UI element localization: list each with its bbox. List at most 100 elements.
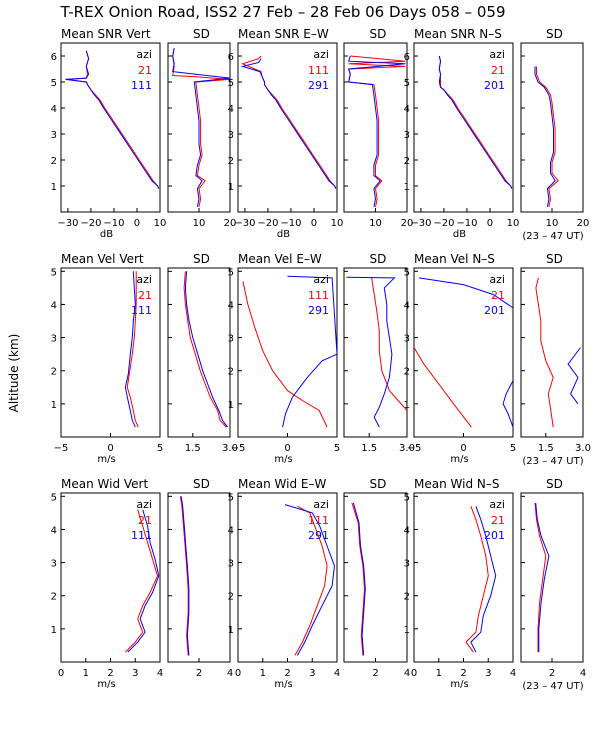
x-tick-label: 4 <box>334 668 340 679</box>
y-tick-label: 1 <box>404 182 410 193</box>
y-tick-label: 5 <box>228 78 234 89</box>
panel-frame <box>167 267 231 438</box>
x-tick-label: 3 <box>485 668 491 679</box>
series-line-111 <box>180 496 190 656</box>
panel-title: SD <box>370 477 387 491</box>
panel-frame <box>413 42 514 213</box>
legend-azi-label: azi <box>136 498 152 511</box>
legend-azi-entry: 21 <box>138 289 152 302</box>
series-line-111 <box>124 271 136 428</box>
series-line-111 <box>242 281 328 428</box>
legend-azi-label: azi <box>313 498 329 511</box>
x-axis-label: dB <box>453 229 466 240</box>
series-line-21 <box>536 66 559 207</box>
series-line-111 <box>348 55 406 207</box>
panel-title: SD <box>546 252 563 266</box>
x-tick-label: 0 <box>411 668 417 679</box>
x-tick-label: −20 <box>433 218 454 229</box>
panel-1-5: SD 1.5 3.0 <box>520 252 591 454</box>
y-tick-label: 5 <box>51 78 57 89</box>
y-tick-label: 2 <box>51 592 57 603</box>
legend-azi-entry: 111 <box>308 514 329 527</box>
y-tick-label: 2 <box>51 156 57 167</box>
x-tick-label: 0 <box>58 668 64 679</box>
legend-azi-entry: 111 <box>131 304 152 317</box>
y-axis-label: Altitude (km) <box>7 334 21 413</box>
panel-title: SD <box>370 252 387 266</box>
x-tick-label: −30 <box>234 218 255 229</box>
series-line-201 <box>502 380 513 428</box>
y-tick-label: 3 <box>404 559 410 570</box>
panel-frame <box>520 267 584 438</box>
series-line-21 <box>179 496 189 656</box>
series-line-111 <box>65 50 160 189</box>
y-tick-label: 5 <box>51 492 57 503</box>
panel-2-1: SD 2 4 <box>167 477 233 679</box>
y-tick-label: 3 <box>228 334 234 345</box>
x-tick-label: 2 <box>372 668 378 679</box>
x-tick-label: 0 <box>460 443 466 454</box>
x-tick-label: 0 <box>284 443 290 454</box>
x-tick-label: 2 <box>549 668 555 679</box>
x-tick-label: −30 <box>410 218 431 229</box>
x-axis-label: dB <box>277 229 290 240</box>
x-tick-label: 0 <box>311 218 317 229</box>
x-tick-label: 3 <box>309 668 315 679</box>
x-tick-label: 1.5 <box>361 443 377 454</box>
panel-frame <box>520 492 584 663</box>
panel-2-0: Mean Wid Vert 1 2 3 4 5 0 1 2 3 4 m/s azi 21 111 <box>51 477 164 690</box>
series-line-21 <box>125 509 159 653</box>
legend-azi-entry: 111 <box>308 289 329 302</box>
legend-azi-entry: 21 <box>491 64 505 77</box>
series-line-21 <box>126 271 139 428</box>
legend-azi-entry: 21 <box>491 514 505 527</box>
legend-azi-entry: 201 <box>484 304 505 317</box>
y-tick-label: 5 <box>404 78 410 89</box>
x-axis-label: dB <box>100 229 113 240</box>
y-tick-label: 4 <box>228 300 234 311</box>
panel-title: Mean SNR Vert <box>61 27 151 41</box>
x-tick-label: 4 <box>510 668 516 679</box>
series-line-111 <box>184 271 228 428</box>
panel-1-3: SD 1.5 3.0 <box>343 252 415 454</box>
x-tick-label: 4 <box>227 668 233 679</box>
series-line-21 <box>465 506 489 653</box>
x-tick-label: 2 <box>196 668 202 679</box>
y-tick-label: 3 <box>51 559 57 570</box>
series-line-21 <box>183 271 227 428</box>
panel-title: SD <box>546 27 563 41</box>
series-line-201 <box>470 506 497 653</box>
y-tick-label: 3 <box>228 130 234 141</box>
x-tick-label: −10 <box>456 218 477 229</box>
x-tick-label: 3 <box>132 668 138 679</box>
panel-2-4: Mean Wid N–S 1 2 3 4 5 0 1 2 3 4 m/s azi 21 201 <box>404 477 517 690</box>
legend-azi-entry: 201 <box>484 79 505 92</box>
x-tick-label: 5 <box>510 443 516 454</box>
y-tick-label: 1 <box>404 400 410 411</box>
panel-title: Mean Vel N–S <box>414 252 495 266</box>
x-tick-label: 0 <box>487 218 493 229</box>
y-tick-label: 6 <box>51 52 57 63</box>
y-tick-label: 5 <box>404 267 410 278</box>
x-tick-label: −30 <box>57 218 78 229</box>
legend-azi-entry: 291 <box>308 529 329 542</box>
x-tick-label: 1 <box>83 668 89 679</box>
panel-0-2: Mean SNR E–W 1 2 3 4 5 6 −30 −20 −10 0 10 dB azi 111 29… <box>228 27 344 240</box>
series-line-21 <box>534 502 547 653</box>
legend-azi-entry: 201 <box>484 529 505 542</box>
series-line-291 <box>282 275 337 428</box>
series-line-21 <box>65 50 160 189</box>
y-tick-label: 4 <box>404 104 410 115</box>
time-range-note: (23 – 47 UT) <box>522 456 583 467</box>
y-tick-label: 1 <box>228 400 234 411</box>
x-tick-label: 3.0 <box>222 443 238 454</box>
x-tick-label: 0 <box>107 443 113 454</box>
panel-title: SD <box>193 252 210 266</box>
panel-0-3: SD 10 20 <box>343 27 413 229</box>
y-tick-label: 2 <box>404 367 410 378</box>
panel-frame <box>343 267 408 438</box>
y-tick-label: 5 <box>228 492 234 503</box>
x-tick-label: 0 <box>235 668 241 679</box>
panel-0-4: Mean SNR N–S 1 2 3 4 5 6 −30 −20 −10 0 10 dB azi 21 201 <box>404 27 520 240</box>
x-tick-label: 1 <box>260 668 266 679</box>
